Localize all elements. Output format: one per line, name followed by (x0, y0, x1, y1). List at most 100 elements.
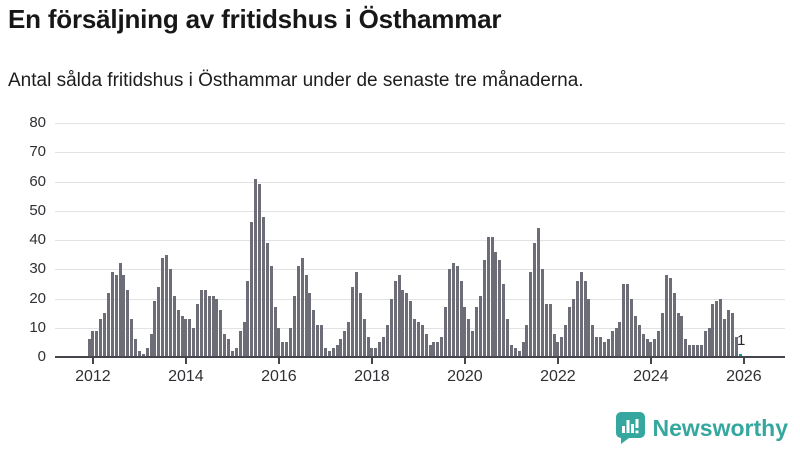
y-gridline (55, 298, 785, 300)
last-value-label: 1 (737, 332, 746, 350)
bar (424, 333, 428, 357)
y-axis-tick-label: 60 (29, 172, 46, 190)
page-title: En försäljning av fritidshus i Östhammar (8, 4, 502, 34)
bar (672, 292, 676, 357)
bar (106, 292, 110, 357)
y-axis-tick-label: 20 (29, 289, 46, 307)
bar (723, 318, 726, 357)
bar (556, 342, 560, 357)
bar (296, 266, 300, 357)
bar (153, 301, 157, 357)
bar (126, 289, 130, 357)
bar (401, 289, 405, 357)
bar (680, 316, 684, 357)
bar (599, 336, 602, 357)
bar (250, 222, 254, 357)
bar (265, 242, 269, 357)
bar (192, 327, 196, 357)
bar (370, 348, 374, 357)
bar (653, 339, 657, 357)
bar (184, 318, 188, 357)
bar (622, 283, 626, 357)
bar (320, 324, 323, 357)
bar (664, 275, 668, 357)
bar (540, 269, 544, 357)
bar (273, 307, 277, 357)
bar (715, 301, 719, 357)
bar (657, 330, 661, 357)
bar (432, 342, 436, 357)
bar (416, 321, 420, 357)
bar (444, 307, 447, 357)
bar (614, 327, 618, 357)
bar (595, 336, 599, 357)
bar (498, 260, 502, 357)
bar (219, 310, 223, 357)
x-axis-tick-label: 2018 (354, 368, 390, 385)
x-axis-tick (277, 358, 280, 364)
bar (494, 251, 498, 357)
bar (211, 295, 215, 357)
bar (548, 304, 552, 357)
bar (676, 313, 680, 357)
bar (389, 298, 393, 357)
bar (726, 310, 730, 357)
x-axis-tick (649, 358, 652, 364)
bar (571, 298, 575, 357)
bar (451, 263, 455, 357)
newsworthy-chart-bubble-icon (615, 412, 645, 444)
bar (734, 336, 738, 357)
bar (103, 313, 106, 357)
bar (645, 339, 649, 357)
bar (606, 339, 610, 357)
bar (730, 313, 734, 357)
bar (509, 345, 513, 357)
bar (134, 339, 137, 357)
bar (579, 272, 583, 357)
bar (668, 278, 672, 357)
bar (703, 330, 707, 357)
x-axis-line (55, 356, 785, 358)
bar (482, 260, 486, 357)
bar (602, 342, 606, 357)
bar (707, 327, 711, 357)
bar (137, 351, 141, 357)
x-axis-tick-label: 2022 (540, 368, 576, 385)
bar (145, 348, 149, 357)
y-gridline (55, 269, 785, 271)
bar (254, 178, 258, 357)
bar (490, 237, 494, 357)
y-gridline (55, 240, 785, 241)
bar (637, 324, 641, 357)
bar (227, 339, 230, 357)
bar (343, 330, 347, 357)
bar (560, 336, 564, 357)
bar (304, 275, 308, 357)
bar (626, 283, 630, 357)
x-axis-tick (184, 358, 187, 364)
bar (366, 336, 370, 357)
bar (141, 354, 145, 357)
bar (692, 345, 695, 357)
bar (130, 318, 134, 357)
bar (331, 348, 335, 357)
bar (405, 292, 409, 357)
bar (99, 318, 103, 357)
x-axis-tick-label: 2020 (447, 368, 483, 385)
bar (436, 342, 440, 357)
bar (440, 336, 444, 357)
chart-subtitle: Antal sålda fritidshus i Östhammar under… (8, 70, 584, 91)
x-axis-tick (370, 358, 373, 364)
bar (196, 304, 199, 357)
bar (161, 257, 165, 357)
bar (300, 257, 304, 357)
bar (478, 295, 482, 357)
bar (188, 318, 192, 357)
bar (630, 298, 633, 357)
bar (292, 295, 296, 357)
y-gridline (55, 327, 785, 329)
y-axis-tick-label: 40 (29, 231, 46, 248)
bar (385, 324, 389, 357)
y-axis-tick-label: 80 (29, 114, 46, 131)
bar (564, 324, 568, 357)
